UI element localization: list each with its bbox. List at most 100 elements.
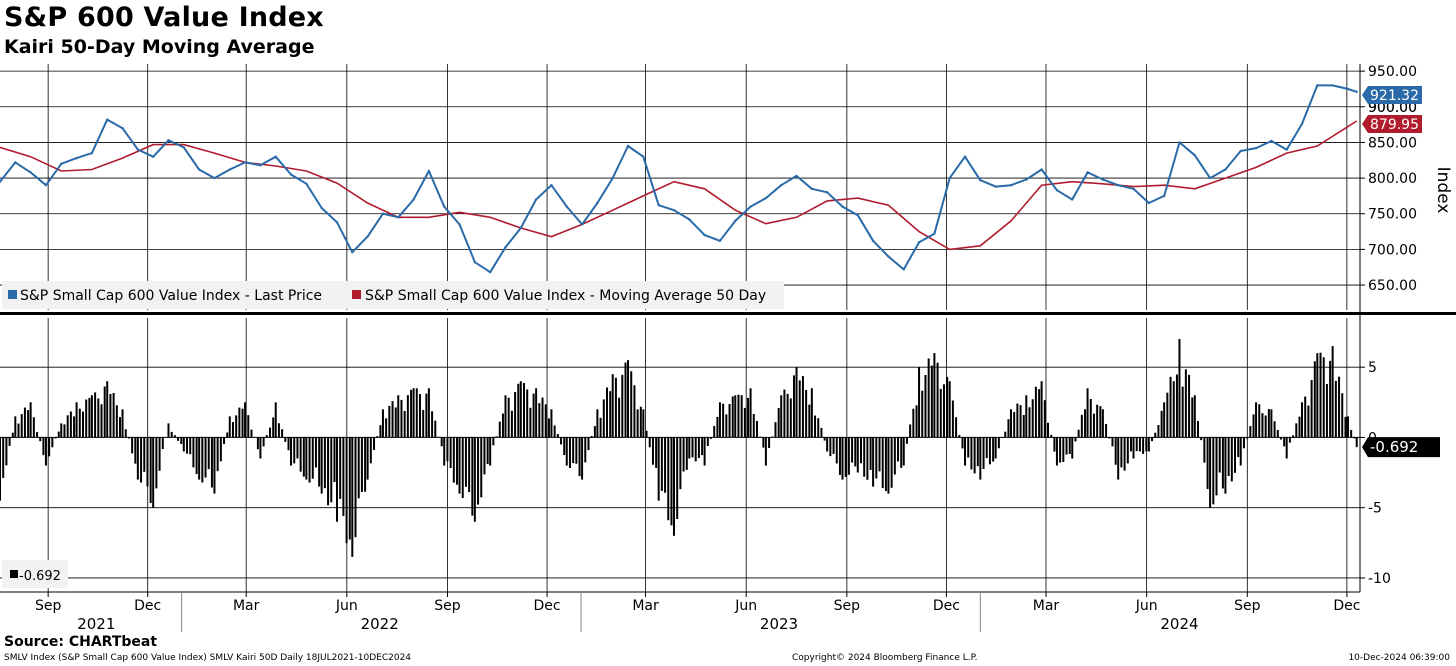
kairi-bar-interp bbox=[1142, 437, 1145, 454]
kairi-bar-interp bbox=[501, 413, 504, 438]
kairi-bar bbox=[1301, 402, 1304, 438]
kairi-bar-interp bbox=[737, 394, 740, 438]
kairi-bar-interp bbox=[560, 437, 563, 445]
kairi-bar-interp bbox=[69, 411, 72, 438]
kairi-bar bbox=[856, 437, 859, 473]
last-price-point bbox=[1208, 176, 1212, 180]
last-price-point bbox=[320, 206, 323, 210]
kairi-bar bbox=[427, 388, 430, 438]
last-price-point bbox=[596, 201, 599, 205]
kairi-bar-interp bbox=[464, 437, 467, 487]
x-month-label: Mar bbox=[233, 598, 260, 614]
kairi-bar-interp bbox=[829, 437, 832, 457]
kairi-bar-interp bbox=[195, 437, 198, 475]
kairi-bar-interp bbox=[1059, 437, 1062, 463]
kairi-bar-interp bbox=[900, 437, 903, 468]
x-month-label: Sep bbox=[834, 598, 861, 614]
kairi-bar-interp bbox=[526, 389, 529, 438]
kairi-bar-interp bbox=[272, 417, 275, 438]
kairi-bar bbox=[320, 437, 323, 494]
last-price-point bbox=[979, 179, 982, 182]
kairi-bar-interp bbox=[660, 437, 663, 491]
kairi-bar-interp bbox=[1341, 393, 1344, 438]
kairi-bar-interp bbox=[630, 371, 633, 438]
last-price-point bbox=[488, 271, 492, 274]
kairi-bar bbox=[519, 381, 522, 438]
moving-average-tag-box bbox=[1362, 115, 1422, 133]
kairi-bar bbox=[1355, 437, 1358, 448]
upper-y-tick-label: 750.00 bbox=[1368, 207, 1417, 223]
kairi-bar-interp bbox=[1062, 437, 1065, 462]
last-price-point bbox=[963, 155, 967, 158]
kairi-bar-interp bbox=[755, 421, 758, 438]
kairi-bar-interp bbox=[250, 429, 253, 438]
kairi-bar-interp bbox=[921, 390, 924, 438]
kairi-bar-interp bbox=[1184, 369, 1187, 438]
kairi-bar-interp bbox=[1191, 397, 1194, 438]
kairi-bar-interp bbox=[532, 393, 535, 438]
last-price-point bbox=[534, 198, 538, 201]
legend-swatch-ma bbox=[352, 290, 361, 299]
kairi-bar-interp bbox=[495, 436, 498, 438]
kairi-bar-interp bbox=[633, 385, 636, 438]
kairi-bar bbox=[44, 437, 47, 466]
kairi-bar-interp bbox=[385, 418, 388, 438]
kairi-bar bbox=[1025, 395, 1028, 438]
kairi-bar-interp bbox=[563, 437, 566, 456]
kairi-bar-interp bbox=[578, 437, 581, 477]
kairi-bar-interp bbox=[1276, 429, 1279, 438]
kairi-bar-interp bbox=[158, 437, 161, 471]
kairi-bar-interp bbox=[103, 386, 106, 438]
kairi-bar-interp bbox=[817, 418, 820, 438]
lower-y-tick-label: -10 bbox=[1368, 571, 1391, 587]
kairi-bar-interp bbox=[1279, 437, 1282, 440]
kairi-bar-interp bbox=[364, 437, 367, 492]
kairi-bar-interp bbox=[1319, 352, 1322, 438]
kairi-bar-interp bbox=[1344, 416, 1347, 438]
kairi-bar-interp bbox=[1120, 437, 1123, 468]
last-price-point bbox=[351, 251, 354, 254]
kairi-bar-interp bbox=[768, 437, 771, 448]
kairi-bar-interp bbox=[1074, 437, 1077, 442]
kairi-bar-interp bbox=[406, 395, 409, 438]
kairi-bar-interp bbox=[308, 437, 311, 483]
last-price-point bbox=[902, 268, 905, 271]
kairi-bar bbox=[703, 437, 706, 466]
kairi-bar-interp bbox=[48, 437, 51, 457]
x-month-label: Dec bbox=[534, 598, 561, 614]
kairi-bar-interp bbox=[1212, 437, 1215, 505]
footer-left: SMLV Index (S&P Small Cap 600 Value Inde… bbox=[4, 653, 412, 663]
kairi-bar-interp bbox=[1329, 360, 1332, 438]
last-price-point bbox=[887, 255, 890, 258]
kairi-bar-interp bbox=[1138, 437, 1141, 452]
kairi-bar bbox=[764, 437, 767, 466]
last-price-point bbox=[871, 239, 875, 243]
kairi-bar-interp bbox=[1258, 404, 1261, 438]
last-price-point bbox=[1224, 168, 1227, 171]
kairi-bar-interp bbox=[961, 437, 964, 449]
kairi-bar bbox=[504, 395, 507, 438]
kairi-bar-interp bbox=[1050, 434, 1053, 438]
kairi-bar-interp bbox=[1313, 361, 1316, 438]
last-price-point bbox=[626, 144, 630, 148]
kairi-bar-interp bbox=[446, 437, 449, 462]
last-price-point bbox=[335, 221, 339, 224]
last-price-point bbox=[550, 184, 553, 187]
kairi-bar-interp bbox=[180, 437, 183, 444]
kairi-bar-interp bbox=[655, 437, 658, 468]
x-month-label: Dec bbox=[1333, 598, 1360, 614]
kairi-bar-interp bbox=[42, 437, 45, 456]
kairi-bar-interp bbox=[480, 437, 483, 498]
kairi-bar-interp bbox=[51, 437, 54, 448]
kairi-bar-interp bbox=[11, 432, 14, 438]
kairi-bar-interp bbox=[988, 437, 991, 465]
kairi-bar-interp bbox=[1307, 405, 1310, 438]
last-price-point bbox=[14, 161, 17, 164]
kairi-bar-interp bbox=[486, 437, 489, 465]
kairi-bar-interp bbox=[155, 437, 158, 489]
kairi-bar bbox=[473, 437, 476, 522]
kairi-bar bbox=[14, 416, 17, 438]
axis-layer: 950.00900.00850.00800.00750.00700.00650.… bbox=[0, 64, 1456, 633]
kairi-bar-interp bbox=[1019, 405, 1022, 438]
